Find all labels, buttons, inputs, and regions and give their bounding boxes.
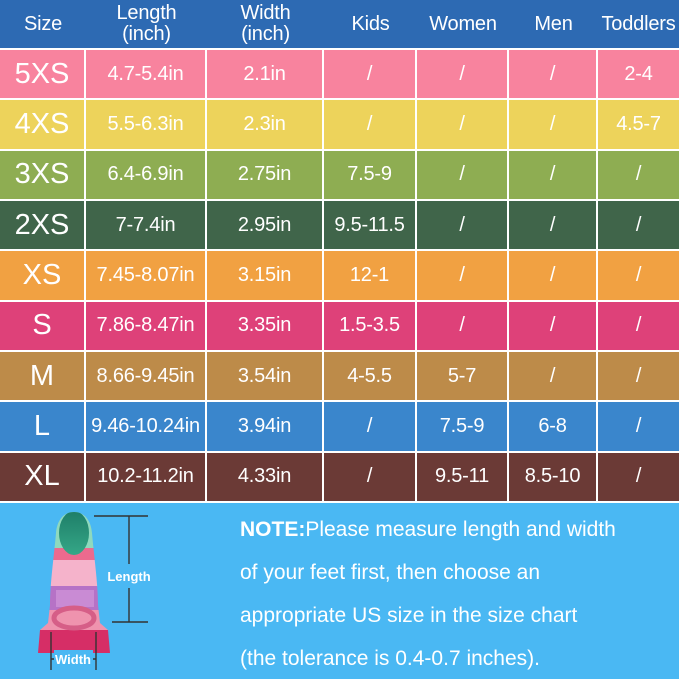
row-size-label: L — [0, 402, 84, 451]
table-cell: / — [598, 251, 679, 300]
table-cell: 7.5-9 — [324, 150, 415, 199]
table-cell: 5.5-6.3in — [86, 100, 205, 149]
table-cell: 4.5-7 — [598, 100, 679, 149]
table-cell: / — [598, 200, 679, 250]
fin-width-label: Width — [55, 652, 91, 667]
table-cell: / — [417, 251, 507, 300]
table-cell: 10.2-11.2in — [86, 452, 205, 501]
column-header: Women — [429, 12, 497, 35]
table-cell: / — [324, 452, 415, 501]
table-cell: / — [509, 200, 596, 250]
table-cell: 3.15in — [207, 251, 322, 300]
row-size-label: 4XS — [0, 100, 84, 149]
table-cell: / — [324, 402, 415, 451]
table-cell: 3.94in — [207, 402, 322, 451]
row-size-label: XL — [0, 452, 84, 501]
table-cell: / — [509, 50, 596, 99]
table-cell: 2-4 — [598, 50, 679, 99]
table-cell: 4.7-5.4in — [86, 50, 205, 99]
table-cell: / — [417, 150, 507, 199]
row-size-label: XS — [0, 251, 84, 300]
table-cell: / — [417, 200, 507, 250]
table-cell: / — [417, 50, 507, 99]
table-cell: / — [324, 100, 415, 149]
table-cell: 6-8 — [509, 402, 596, 451]
table-cell: 1.5-3.5 — [324, 301, 415, 350]
table-cell: 8.66-9.45in — [86, 351, 205, 401]
size-chart-table: 5XS 4.7-5.4in 2.1in / //2-4 4XS 5.5-6.3in 2.3in… — [0, 48, 679, 503]
table-cell: 4-5.5 — [324, 351, 415, 401]
table-cell: 2.95in — [207, 200, 322, 250]
table-cell: 12-1 — [324, 251, 415, 300]
table-cell: / — [598, 301, 679, 350]
table-cell: 7-7.4in — [86, 200, 205, 250]
fin-diagram-image: Length Width — [38, 512, 151, 670]
note-prefix: NOTE: — [240, 518, 306, 541]
table-cell: 3.35in — [207, 301, 322, 350]
table-cell: / — [598, 402, 679, 451]
table-cell: / — [509, 150, 596, 199]
table-cell: / — [324, 50, 415, 99]
row-size-label: 5XS — [0, 50, 84, 99]
column-header: Length (inch) — [116, 2, 177, 45]
table-cell: 3.54in — [207, 351, 322, 401]
table-cell: / — [509, 100, 596, 149]
table-cell: / — [598, 351, 679, 401]
table-cell: 2.1in — [207, 50, 322, 99]
table-header-row: Size Length (inch) Width (inch) Kids Women Me… — [0, 0, 679, 48]
row-size-label: S — [0, 301, 84, 350]
column-header: Toddlers — [601, 12, 676, 35]
table-cell: 9.5-11.5 — [324, 200, 415, 250]
table-cell: / — [509, 351, 596, 401]
table-cell: / — [598, 150, 679, 199]
table-cell: / — [509, 251, 596, 300]
row-size-label: 3XS — [0, 150, 84, 199]
column-header: Width (inch) — [240, 2, 291, 45]
row-size-label: 2XS — [0, 200, 84, 250]
table-cell: 7.5-9 — [417, 402, 507, 451]
table-cell: 9.5-11 — [417, 452, 507, 501]
note-text: NOTE:Please measure length and width of … — [240, 508, 672, 679]
column-header: Kids — [351, 12, 390, 35]
table-cell: 9.46-10.24in — [86, 402, 205, 451]
column-header: Men — [534, 12, 573, 35]
table-cell: 7.86-8.47in — [86, 301, 205, 350]
table-cell: / — [598, 452, 679, 501]
table-cell: 6.4-6.9in — [86, 150, 205, 199]
table-cell: / — [417, 100, 507, 149]
note-body: Please measure length and width of your … — [240, 518, 616, 670]
table-cell: 5-7 — [417, 351, 507, 401]
table-cell: 4.33in — [207, 452, 322, 501]
table-cell: 7.45-8.07in — [86, 251, 205, 300]
table-cell: 2.75in — [207, 150, 322, 199]
column-header: Size — [23, 12, 63, 35]
table-cell: 2.3in — [207, 100, 322, 149]
width-label-backing — [54, 650, 93, 667]
fin-length-label: Length — [107, 569, 150, 584]
table-cell: / — [417, 301, 507, 350]
table-cell: / — [509, 301, 596, 350]
table-cell: 8.5-10 — [509, 452, 596, 501]
row-size-label: M — [0, 351, 84, 401]
